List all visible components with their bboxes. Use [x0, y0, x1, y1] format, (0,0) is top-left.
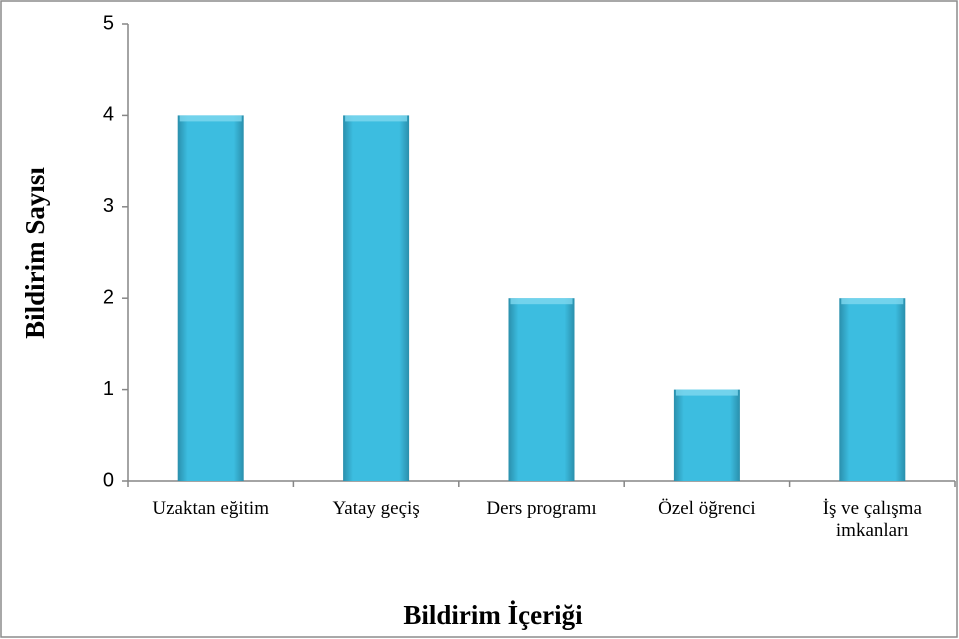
y-tick-label: 5	[103, 12, 114, 34]
bar	[673, 389, 740, 481]
x-tick-label: Yatay geçiş	[332, 498, 420, 519]
y-tick-label: 1	[103, 378, 114, 400]
x-tick-label: Özel öğrenci	[658, 498, 756, 519]
bar	[839, 298, 906, 481]
y-tick-label: 0	[103, 469, 114, 491]
bar-bevel	[675, 389, 738, 396]
x-axis-title: Bildirim İçeriği	[403, 600, 583, 630]
y-axis-title: Bildirim Sayısı	[20, 167, 50, 339]
bar	[343, 115, 410, 482]
x-tick-label: Uzaktan eğitim	[152, 498, 269, 519]
bar	[508, 298, 575, 481]
bar-bevel	[841, 298, 904, 305]
y-tick-label: 4	[103, 104, 114, 126]
y-tick-label: 3	[103, 195, 114, 217]
x-tick-label: İş ve çalışma imkanları	[822, 498, 922, 541]
bar-bevel	[345, 115, 408, 122]
bar-bevel	[510, 298, 573, 305]
bar	[177, 115, 244, 482]
x-tick-label: Ders programı	[486, 498, 597, 519]
y-tick-label: 2	[103, 286, 114, 308]
bar-bevel	[179, 115, 242, 122]
